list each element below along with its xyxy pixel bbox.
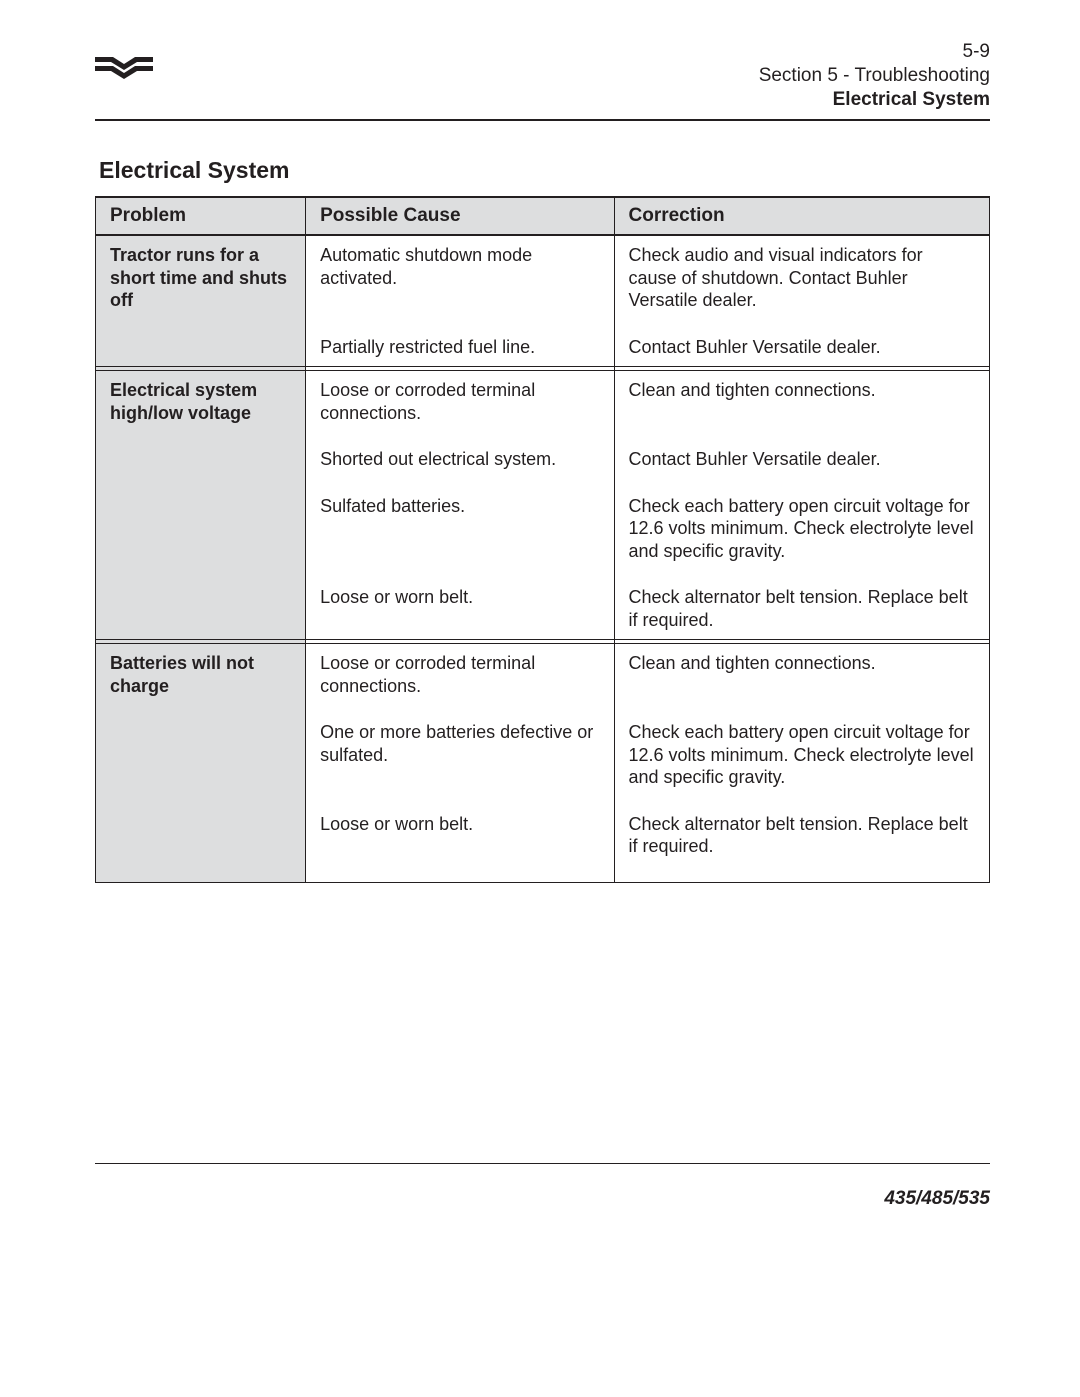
footer-models: 435/485/535 [884,1188,990,1210]
problem-cell [96,805,306,866]
problem-cell: Batteries will not charge [96,644,306,706]
row-gap [96,705,990,713]
header-rule [95,119,990,121]
cause-cell: Loose or corroded terminal connections. [306,644,614,706]
footer-rule [95,1163,990,1164]
table-row: Batteries will not chargeLoose or corrod… [96,644,990,706]
troubleshooting-table: Problem Possible Cause Correction Tracto… [95,196,990,882]
brand-logo [95,40,153,82]
problem-cell: Electrical system high/low voltage [96,371,306,433]
table-bottom-border [96,882,990,883]
page-header: 5-9 Section 5 - Troubleshooting Electric… [95,40,990,119]
table-row: Tractor runs for a short time and shuts … [96,235,990,320]
row-gap [96,432,990,440]
problem-cell: Tractor runs for a short time and shuts … [96,235,306,320]
col-header-problem: Problem [96,197,306,235]
problem-cell [96,328,306,367]
cause-cell: Loose or worn belt. [306,805,614,866]
header-text-block: 5-9 Section 5 - Troubleshooting Electric… [759,40,990,111]
subsection-line: Electrical System [759,88,990,112]
page: 5-9 Section 5 - Troubleshooting Electric… [0,0,1080,1397]
col-header-cause: Possible Cause [306,197,614,235]
cause-cell: Loose or corroded terminal connections. [306,371,614,433]
problem-cell [96,440,306,479]
cause-cell: Sulfated batteries. [306,487,614,571]
table-row: One or more batteries defective or sulfa… [96,713,990,797]
cause-cell: Automatic shutdown mode activated. [306,235,614,320]
col-header-correction: Correction [614,197,990,235]
correction-cell: Contact Buhler Versatile dealer. [614,440,990,479]
row-gap [96,797,990,805]
table-row: Shorted out electrical system.Contact Bu… [96,440,990,479]
section-title: Electrical System [99,157,990,184]
table-row: Loose or worn belt.Check alternator belt… [96,805,990,866]
correction-cell: Check each battery open circuit voltage … [614,713,990,797]
logo-icon [95,52,153,82]
correction-cell: Clean and tighten connections. [614,644,990,706]
table-body: Tractor runs for a short time and shuts … [96,235,990,882]
cause-cell: Shorted out electrical system. [306,440,614,479]
table-header-row: Problem Possible Cause Correction [96,197,990,235]
problem-cell [96,713,306,797]
cause-cell: Loose or worn belt. [306,578,614,640]
table-row: Partially restricted fuel line.Contact B… [96,328,990,367]
table-row: Loose or worn belt.Check alternator belt… [96,578,990,640]
section-line: Section 5 - Troubleshooting [759,64,990,88]
correction-cell: Clean and tighten connections. [614,371,990,433]
cause-cell: Partially restricted fuel line. [306,328,614,367]
table-row: Electrical system high/low voltageLoose … [96,371,990,433]
correction-cell: Check alternator belt tension. Replace b… [614,805,990,866]
trailing-space [96,866,990,882]
correction-cell: Check alternator belt tension. Replace b… [614,578,990,640]
problem-cell [96,487,306,571]
correction-cell: Contact Buhler Versatile dealer. [614,328,990,367]
problem-cell [96,578,306,640]
correction-cell: Check audio and visual indicators for ca… [614,235,990,320]
page-ref: 5-9 [759,40,990,64]
correction-cell: Check each battery open circuit voltage … [614,487,990,571]
row-gap [96,479,990,487]
table-row: Sulfated batteries.Check each battery op… [96,487,990,571]
row-gap [96,320,990,328]
cause-cell: One or more batteries defective or sulfa… [306,713,614,797]
row-gap [96,570,990,578]
